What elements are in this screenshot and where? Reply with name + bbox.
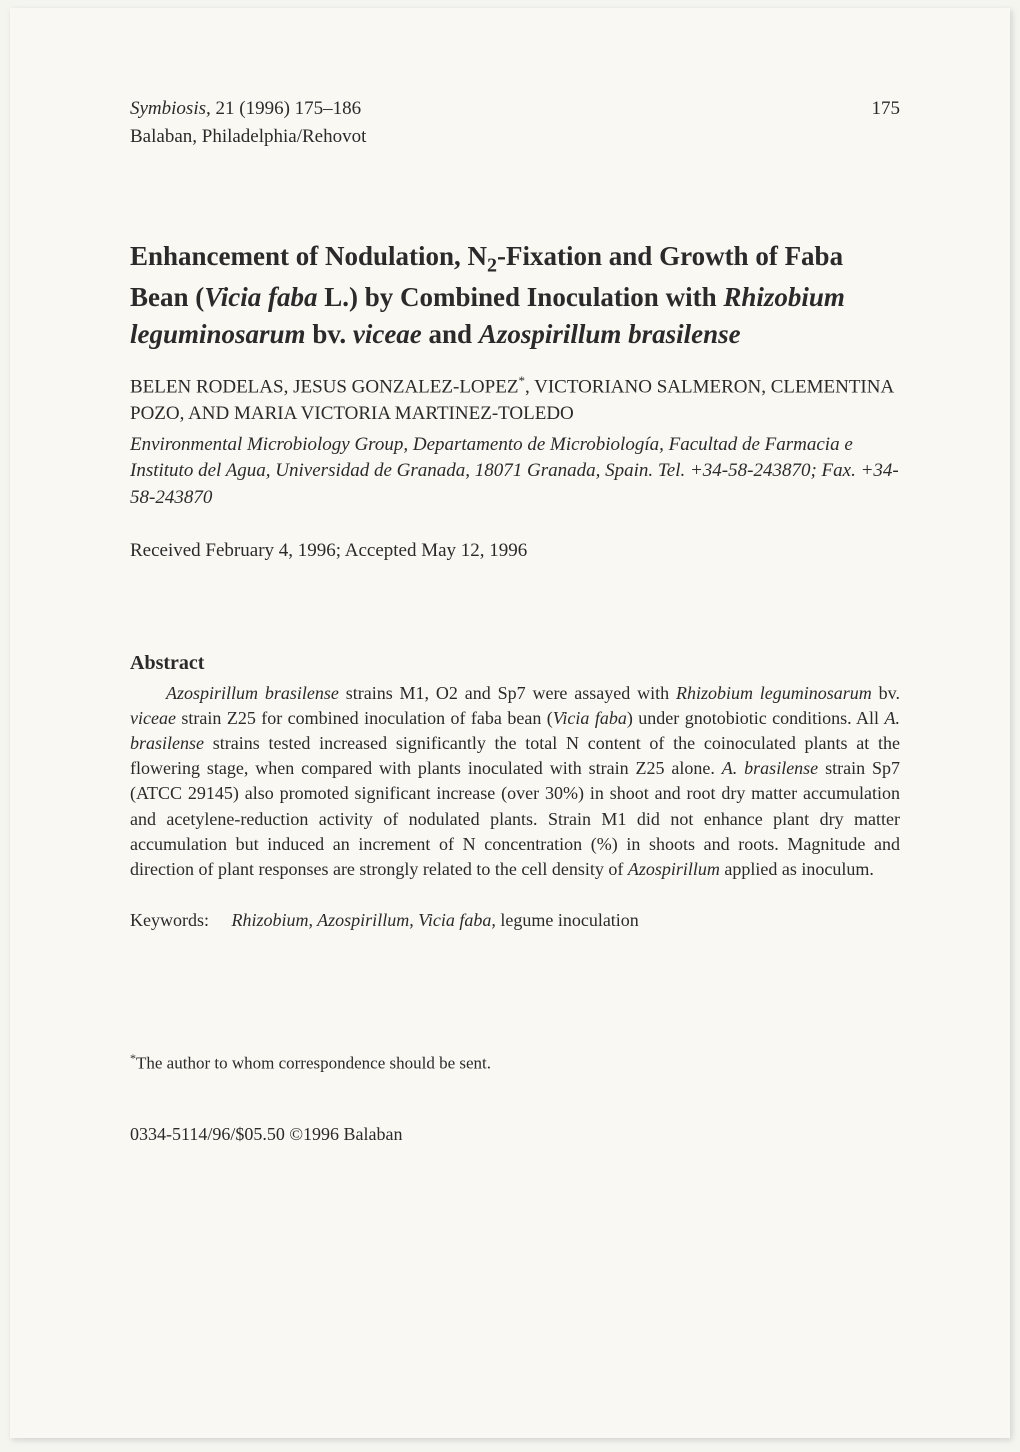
copyright-line: 0334-5114/96/$05.50 ©1996 Balaban <box>130 1124 900 1145</box>
title-species: Azospirillum brasilense <box>479 319 741 349</box>
journal-name: Symbiosis, <box>130 98 211 119</box>
page-container: Symbiosis, 21 (1996) 175–186 175 Balaban… <box>10 8 1010 1438</box>
abstract-body: strain Z25 for combined inoculation of f… <box>176 708 553 728</box>
authors: BELEN RODELAS, JESUS GONZALEZ-LOPEZ*, VI… <box>130 372 900 428</box>
abstract-body: strains M1, O2 and Sp7 were assayed with <box>339 683 676 703</box>
title-text: L.) by Combined Inoculation <box>318 282 659 312</box>
journal-citation: Symbiosis, 21 (1996) 175–186 <box>130 98 361 120</box>
abstract-body: applied as inoculum. <box>720 859 874 879</box>
title-species: Vicia faba <box>204 282 317 312</box>
title-species: viceae <box>353 319 422 349</box>
keywords: Keywords: Rhizobium, Azospirillum, Vicia… <box>130 910 900 931</box>
article-title: Enhancement of Nodulation, N2-Fixation a… <box>130 238 900 352</box>
title-text: -Fixation and Growth <box>497 241 749 271</box>
affiliation: Environmental Microbiology Group, Depart… <box>130 432 900 512</box>
footnote-text: The author to whom correspondence should… <box>136 1054 491 1073</box>
publisher: Balaban, Philadelphia/Rehovot <box>130 126 900 148</box>
title-subscript: 2 <box>487 254 497 276</box>
page-number: 175 <box>872 98 901 120</box>
keywords-terms: legume inoculation <box>496 910 639 930</box>
title-text: bv. <box>306 319 353 349</box>
corresponding-author-footnote: *The author to whom correspondence shoul… <box>130 1051 900 1074</box>
title-text: Enhancement of Nodulation, N <box>130 241 487 271</box>
received-accepted: Received February 4, 1996; Accepted May … <box>130 540 900 562</box>
volume-year-pages: 21 (1996) 175–186 <box>211 98 361 119</box>
author-names: BELEN RODELAS, JESUS GONZALEZ-LOPEZ <box>130 377 518 398</box>
species-name: Rhizobium leguminosarum <box>676 683 872 703</box>
species-name: A. brasilense <box>722 758 818 778</box>
abstract-body: ) under gnotobiotic conditions. All <box>627 708 885 728</box>
species-name: Azospirillum brasilense <box>166 683 339 703</box>
keywords-terms: Rhizobium, Azospirillum, Vicia faba, <box>232 910 496 930</box>
species-name: viceae <box>130 708 176 728</box>
title-text: and <box>422 319 472 349</box>
abstract-body: bv. <box>872 683 900 703</box>
species-name: Azospirillum <box>628 859 720 879</box>
abstract-text: Azospirillum brasilense strains M1, O2 a… <box>130 681 900 883</box>
species-name: Vicia faba <box>553 708 627 728</box>
abstract-heading: Abstract <box>130 652 900 675</box>
header-row: Symbiosis, 21 (1996) 175–186 175 <box>130 98 900 120</box>
title-text: with <box>666 282 724 312</box>
keywords-label: Keywords: <box>130 910 209 930</box>
